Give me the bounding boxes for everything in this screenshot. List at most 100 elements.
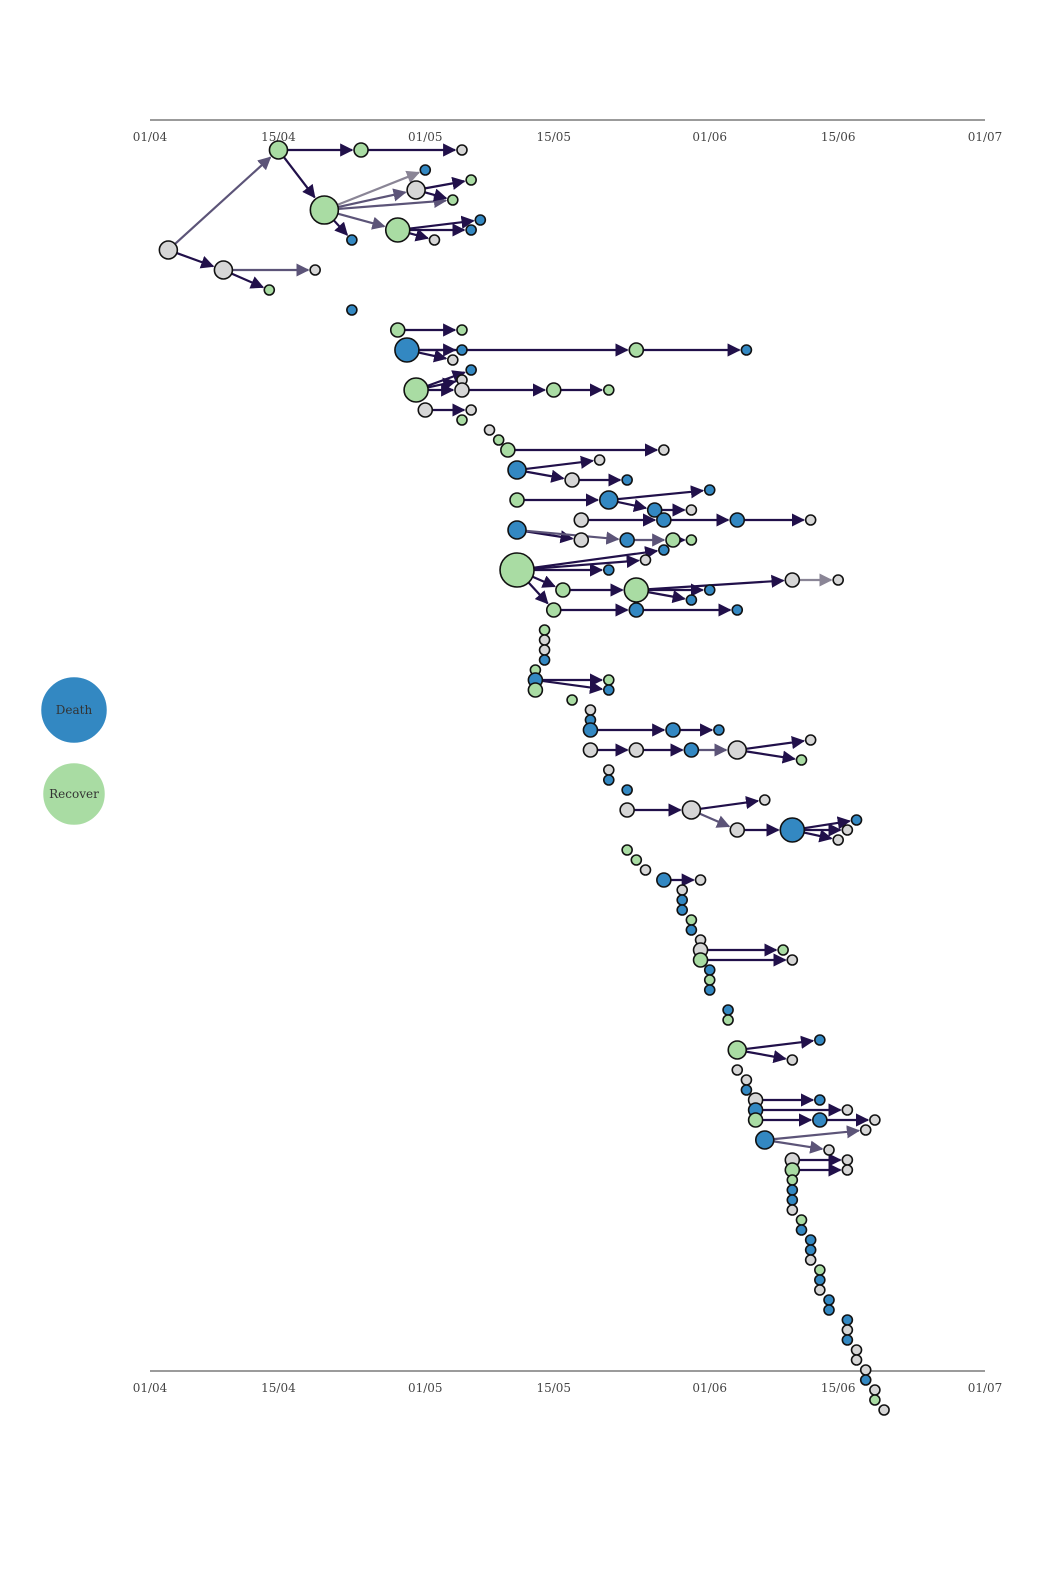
case-node: [509, 492, 525, 508]
case-node: [628, 342, 645, 358]
case-node: [869, 1114, 881, 1126]
case-node: [545, 382, 562, 398]
case-node: [685, 504, 698, 516]
legend-swatch-recover: [43, 763, 105, 825]
case-node: [814, 1274, 826, 1286]
case-node: [564, 472, 580, 488]
case-node: [754, 1130, 775, 1150]
transmission-edge: [746, 736, 806, 750]
case-node: [841, 1314, 854, 1326]
case-node: [619, 802, 635, 818]
case-node: [685, 594, 698, 606]
case-node: [814, 1034, 826, 1046]
case-node: [602, 384, 615, 396]
case-node: [584, 704, 597, 716]
transmission-edge: [231, 272, 265, 289]
case-node: [786, 1194, 799, 1206]
transmission-edge: [283, 156, 316, 199]
legend-swatch-death: [41, 677, 107, 743]
case-node: [602, 774, 615, 786]
x-tick-label: 01/05: [408, 1381, 443, 1395]
case-node: [538, 654, 551, 666]
x-tick-label: 01/07: [968, 130, 1003, 144]
case-node: [507, 520, 527, 540]
case-node: [465, 174, 477, 186]
case-node: [582, 742, 599, 758]
x-tick-label: 15/05: [536, 130, 571, 144]
transmission-edge: [527, 581, 549, 605]
transmission-edge: [647, 590, 686, 604]
transmission-edge: [525, 469, 565, 483]
transmission-edge: [542, 679, 604, 694]
case-node: [832, 574, 844, 586]
case-node: [685, 534, 698, 546]
case-node: [804, 1244, 817, 1256]
case-node: [630, 854, 643, 866]
case-node: [538, 624, 551, 636]
legend: Death Recover: [41, 677, 107, 825]
transmission-edge: [700, 796, 760, 810]
case-node: [795, 1214, 808, 1226]
case-node: [406, 180, 426, 200]
case-node: [389, 322, 406, 338]
x-tick-label: 01/06: [692, 1381, 727, 1395]
transmission-edge: [745, 750, 796, 764]
case-node: [795, 754, 808, 766]
case-node: [747, 1112, 764, 1128]
case-node: [804, 514, 817, 526]
case-node: [786, 1204, 799, 1216]
case-node: [628, 602, 645, 618]
case-node: [740, 1084, 753, 1096]
case-node: [658, 444, 670, 456]
case-node: [658, 544, 670, 556]
case-node: [777, 944, 789, 956]
case-node: [456, 344, 468, 356]
case-node: [731, 604, 744, 616]
case-node: [646, 502, 663, 518]
case-node: [722, 1014, 734, 1026]
case-node: [602, 674, 615, 686]
case-node: [869, 1394, 881, 1406]
case-node: [309, 195, 340, 225]
case-node: [729, 512, 746, 528]
case-node: [353, 142, 369, 158]
x-tick-label: 15/04: [261, 130, 296, 144]
edges-layer: [174, 143, 870, 1177]
transmission-edge: [525, 455, 594, 471]
case-node: [859, 1364, 872, 1376]
case-node: [456, 414, 468, 426]
case-node: [804, 1254, 817, 1266]
case-node: [681, 800, 702, 820]
case-node: [621, 474, 633, 486]
case-node: [639, 864, 652, 876]
case-node: [731, 1064, 744, 1076]
case-node: [158, 240, 179, 260]
case-node: [740, 344, 753, 356]
nodes-layer: [158, 140, 890, 1416]
case-node: [683, 742, 700, 758]
case-node: [593, 454, 606, 466]
transmission-edge: [746, 1035, 815, 1051]
case-node: [727, 1040, 748, 1060]
x-axis-bottom: 01/04 15/04 01/05 15/05 01/06 15/06 01/07: [133, 1370, 1003, 1395]
transmission-edge: [176, 252, 215, 269]
case-node: [795, 1224, 808, 1236]
case-node: [483, 424, 496, 436]
case-node: [346, 304, 358, 316]
case-node: [492, 434, 505, 446]
transmission-edge: [745, 1050, 787, 1064]
case-node: [850, 1344, 863, 1356]
case-node: [465, 224, 477, 236]
case-node: [621, 784, 633, 796]
x-tick-label: 01/07: [968, 1381, 1003, 1395]
case-node: [500, 442, 516, 458]
case-node: [598, 490, 619, 510]
case-node: [703, 974, 716, 986]
case-node: [869, 1384, 881, 1396]
legend-label-death: Death: [56, 703, 93, 717]
case-node: [602, 564, 615, 576]
case-node: [859, 1374, 872, 1386]
case-node: [621, 844, 633, 856]
case-node: [740, 1074, 753, 1086]
case-node: [812, 1112, 828, 1128]
